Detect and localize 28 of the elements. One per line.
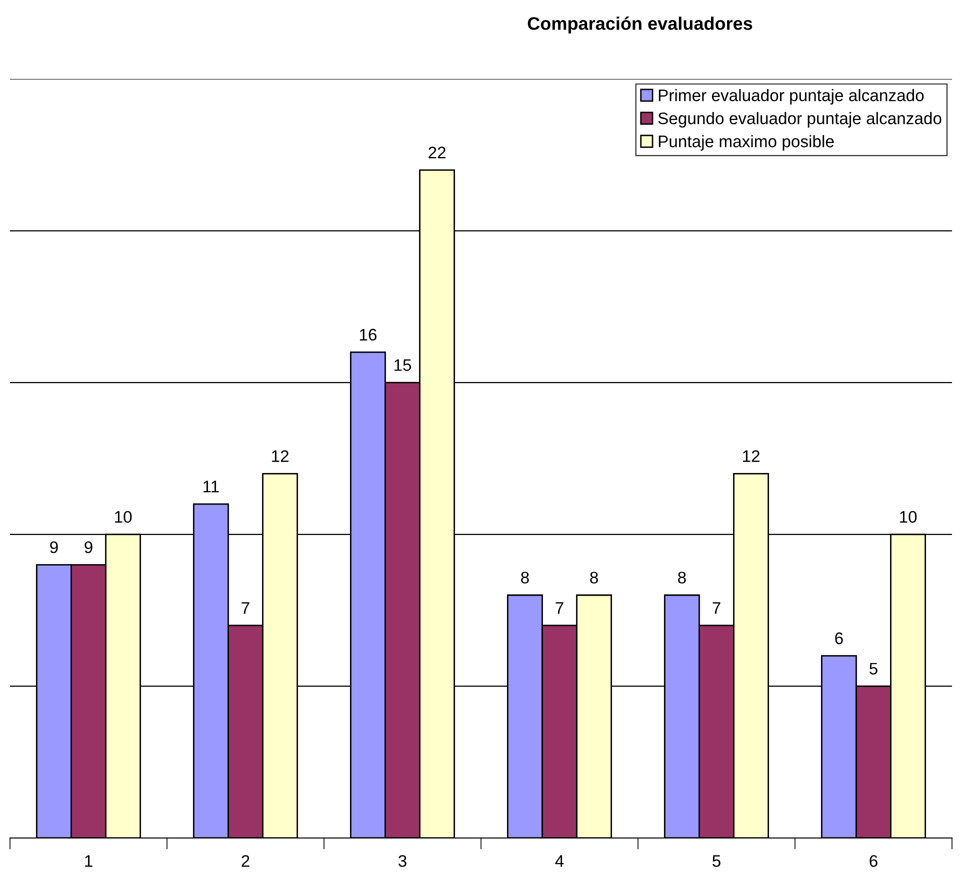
data-label: 10 <box>115 510 132 523</box>
chart-title: Comparación evaluadores <box>528 16 752 34</box>
data-label: 8 <box>678 572 686 584</box>
x-tick-label: 6 <box>870 855 878 867</box>
data-label: 16 <box>360 328 376 341</box>
x-tick-label: 5 <box>712 855 720 867</box>
legend-label: Primer evaluador puntaje alcanzado <box>658 89 924 105</box>
data-label: 12 <box>272 450 288 462</box>
x-tick-label: 3 <box>398 855 406 867</box>
data-label: 7 <box>242 602 250 614</box>
legend-label: Puntaje maximo posible <box>658 135 834 151</box>
data-label: 10 <box>900 510 917 523</box>
data-label: 5 <box>870 662 878 675</box>
legend-label: Segundo evaluador puntaje alcanzado <box>658 112 942 128</box>
x-tick-label: 2 <box>242 855 250 867</box>
x-tick-label: 4 <box>555 855 564 867</box>
data-label: 8 <box>590 572 598 584</box>
data-label: 15 <box>394 359 412 371</box>
data-label: 6 <box>835 632 843 644</box>
data-label: 7 <box>556 602 564 614</box>
x-tick-label: 1 <box>85 855 92 867</box>
data-label: 8 <box>521 572 529 584</box>
data-label: 11 <box>204 480 219 492</box>
data-label: 12 <box>743 450 760 462</box>
data-label: 22 <box>428 146 446 158</box>
data-label: 9 <box>50 541 58 554</box>
data-label: 7 <box>712 602 720 614</box>
data-label: 9 <box>84 541 92 554</box>
